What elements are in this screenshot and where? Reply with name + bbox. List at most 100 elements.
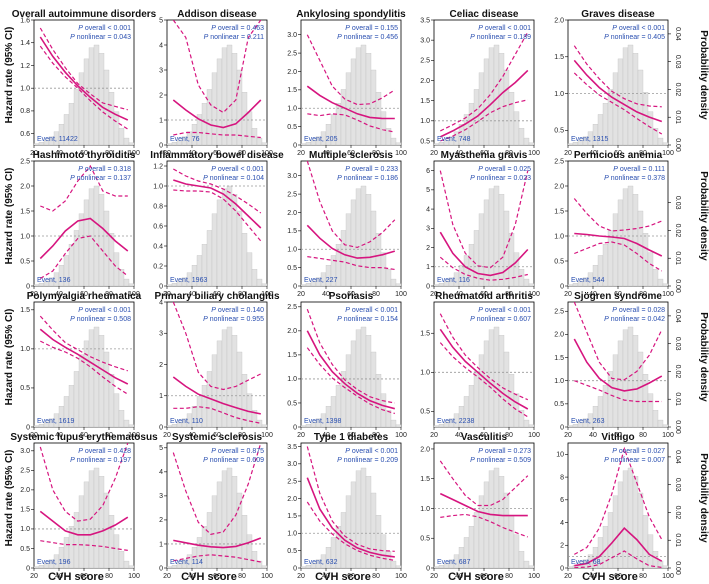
y-tick-label: 2 <box>426 245 430 252</box>
ci-upper-line <box>39 443 129 522</box>
histogram-bar <box>78 495 85 569</box>
histogram-bar <box>523 278 530 287</box>
p-overall-value: overall < 0.001 <box>83 25 131 32</box>
y-tick-label: 1.5 <box>287 228 297 235</box>
p-symbol: P <box>345 448 350 455</box>
p-overall-annotation: P overall < 0.001 <box>78 25 131 32</box>
y-tick-label: 6 <box>426 168 430 175</box>
ci-lower-line <box>173 554 261 563</box>
p-overall-value: overall < 0.001 <box>617 25 665 32</box>
histogram-bar <box>508 92 515 146</box>
y-tick-label: 1 <box>159 117 163 124</box>
p-nonlinear-annotation: P nonlinear = 0.137 <box>70 175 131 182</box>
panel-sjogren-syndrome: Sjögren syndrome 0 0.5 1.0 1.5 2.0 2.5 20 40 60 80… <box>554 291 681 439</box>
x-tick-label: 60 <box>480 432 488 439</box>
y-tick-label: 1.5 <box>420 98 430 105</box>
ci-lower-line <box>40 340 129 395</box>
p-overall-annotation: P overall = 0.273 <box>478 448 531 455</box>
x-tick-label: 80 <box>639 291 647 298</box>
panel-myasthenia-gravis: Myasthenia gravis 0 1 2 3 4 5 6 20 40 60 80 100 P ove… <box>426 150 540 298</box>
histogram-bar <box>33 143 40 146</box>
hazard-ratio-line <box>573 59 663 123</box>
p-overall-value: overall = 0.318 <box>83 166 131 173</box>
y-tick-label: 2.5 <box>20 468 30 475</box>
p-symbol: P <box>203 316 208 323</box>
y-tick-label: 2 <box>159 362 163 369</box>
ci-lower-line <box>574 550 662 568</box>
ci-upper-line <box>172 20 262 114</box>
p-nonlinear-annotation: P nonlinear = 0.197 <box>70 457 131 464</box>
histogram-bar <box>166 143 173 146</box>
y-tick-label: 2.0 <box>554 332 564 339</box>
x-tick-label: 20 <box>564 150 572 157</box>
y-tick-label: 0.4 <box>153 243 163 250</box>
density-tick-label: 0.04 <box>674 309 681 323</box>
p-nonlinear-value: nonlinear = 0.509 <box>475 457 531 464</box>
p-nonlinear-annotation: P nonlinear = 0.209 <box>337 457 398 464</box>
event-count-annotation: Event, 1315 <box>571 136 608 143</box>
x-tick-label: 60 <box>213 432 221 439</box>
y-tick-label: 0.8 <box>20 108 30 115</box>
ci-lower-line <box>306 501 395 561</box>
histogram-bar <box>385 269 392 287</box>
histogram-bar <box>355 47 362 146</box>
ci-lower-line <box>574 380 662 403</box>
histogram-bar <box>523 419 530 428</box>
x-tick-label: 40 <box>188 150 196 157</box>
density-tick-label: 0.04 <box>674 450 681 464</box>
density-tick-label: 0.01 <box>674 110 681 124</box>
p-nonlinear-annotation: P nonlinear = 0.609 <box>203 457 264 464</box>
histogram-bar <box>657 137 664 146</box>
histogram-bar <box>488 188 495 287</box>
histogram-bar <box>88 188 95 287</box>
p-nonlinear-annotation: P nonlinear = 0.043 <box>70 34 131 41</box>
panel-overall-autoimmune-disorders: Overall autoimmune disorders 0.6 0.8 1.0 1.2… <box>12 9 157 157</box>
x-tick-label: 60 <box>614 291 622 298</box>
density-tick-label: 0.00 <box>674 279 681 293</box>
histogram-bar <box>113 393 120 428</box>
histogram-bar <box>380 534 387 569</box>
histogram-bar <box>662 283 669 287</box>
y-tick-label: 2 <box>159 517 163 524</box>
histogram-bar <box>375 515 382 569</box>
y-tick-label: 4 <box>560 520 564 527</box>
histogram-bar <box>251 551 258 569</box>
histogram-bar <box>662 565 669 569</box>
p-symbol: P <box>478 166 483 173</box>
y-tick-label: 3 <box>159 67 163 74</box>
ci-lower-line <box>173 131 261 139</box>
histogram-bar <box>113 111 120 146</box>
x-tick-label: 100 <box>128 432 140 439</box>
y-tick-label: 1.0 <box>287 247 297 254</box>
histogram-bar <box>395 142 402 146</box>
y-tick-label: 1.0 <box>153 183 163 190</box>
panel-title: Polymyalgia rheumatica <box>27 291 142 302</box>
histogram-bar <box>395 565 402 569</box>
histogram-bar <box>632 53 639 146</box>
histogram-bar <box>211 495 218 569</box>
y-tick-label: 1.0 <box>20 526 30 533</box>
x-axis-label-col-3: CVH score <box>315 571 371 583</box>
histogram-bar <box>390 419 397 428</box>
histogram-bar <box>627 44 634 146</box>
x-tick-label: 20 <box>30 432 38 439</box>
y-tick-label: 2.5 <box>554 158 564 165</box>
histogram-bar <box>241 515 248 569</box>
histogram-bar <box>166 284 173 287</box>
x-tick-label: 20 <box>163 573 171 580</box>
density-tick-label: 0.01 <box>674 533 681 547</box>
p-overall-value: overall < 0.001 <box>483 307 531 314</box>
histogram-bar <box>567 143 574 146</box>
hazard-ratio-line <box>439 69 529 138</box>
x-tick-label: 20 <box>564 573 572 580</box>
histogram-bar <box>261 142 268 146</box>
event-count-annotation: Event, 1619 <box>37 418 74 425</box>
histogram-bar <box>350 199 357 287</box>
event-count-annotation: Event, 114 <box>170 559 203 566</box>
x-tick-label: 20 <box>30 291 38 298</box>
hazard-ratio-line <box>39 510 129 536</box>
y-tick-label: 0.5 <box>554 258 564 265</box>
y-tick-label: 1.0 <box>287 531 297 538</box>
x-tick-label: 60 <box>614 432 622 439</box>
ci-upper-line <box>439 460 529 507</box>
